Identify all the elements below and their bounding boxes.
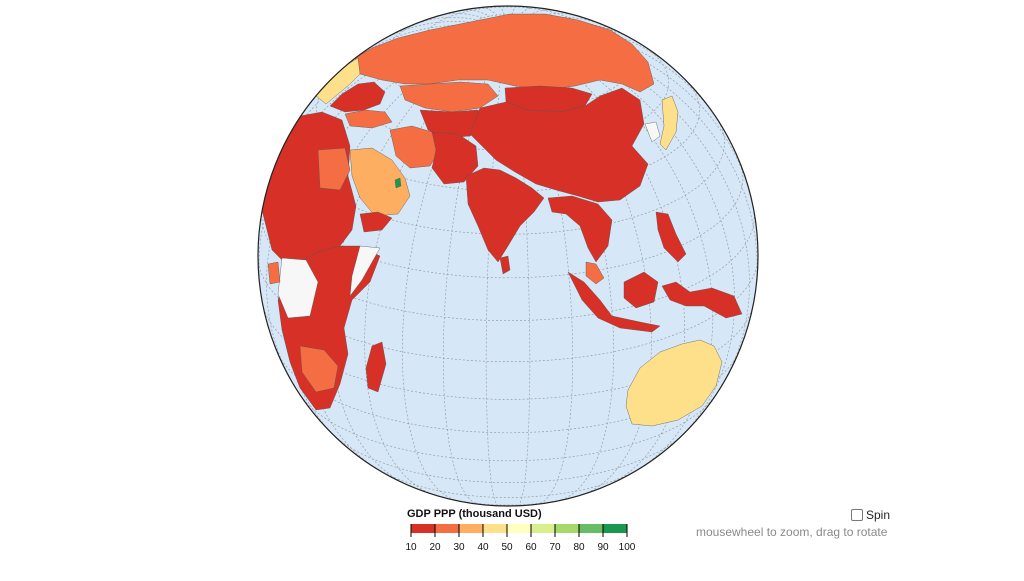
legend-tick-label: 100 — [619, 542, 636, 553]
graticule-line — [538, 45, 686, 486]
legend-swatch — [531, 524, 555, 533]
region-japan[interactable] — [659, 95, 679, 151]
graticule-line — [461, 9, 490, 17]
region-sulawesi-new-guinea[interactable] — [661, 281, 743, 319]
region-southern-africa[interactable] — [299, 345, 339, 393]
region-china[interactable] — [469, 87, 649, 203]
graticule-line — [549, 27, 718, 120]
graticule-line — [262, 304, 754, 400]
region-congo-drc[interactable] — [277, 257, 319, 319]
graticule-line — [518, 7, 535, 16]
color-legend: GDP PPP (thousand USD) 10 20 30 40 50 60 70 80 9… — [404, 508, 644, 558]
legend-swatch — [507, 524, 531, 533]
graticule-line — [300, 395, 716, 462]
spin-toggle[interactable]: Spin — [851, 508, 890, 522]
checkbox-icon[interactable] — [851, 509, 863, 521]
region-southeast-asia[interactable] — [547, 195, 613, 263]
region-malaysia[interactable] — [585, 261, 605, 285]
region-turkey[interactable] — [344, 109, 393, 129]
graticule-line — [551, 30, 752, 200]
graticule-line — [376, 468, 640, 498]
legend-swatch — [579, 524, 603, 533]
region-philippines[interactable] — [655, 211, 687, 263]
graticule-line — [526, 9, 555, 17]
legend-tick-label: 20 — [429, 542, 441, 553]
region-yemen[interactable] — [359, 211, 393, 233]
graticule-line — [334, 435, 682, 483]
region-sri-lanka[interactable] — [499, 255, 511, 275]
legend-swatch — [603, 524, 627, 533]
region-gabon[interactable] — [267, 261, 281, 285]
graticule-line — [414, 17, 478, 25]
region-eastern-europe[interactable] — [329, 81, 386, 113]
region-qatar[interactable] — [394, 177, 402, 189]
legend-swatch — [555, 524, 579, 533]
legend-tick-label: 70 — [549, 542, 561, 553]
spin-label: Spin — [866, 508, 891, 522]
region-madagascar[interactable] — [365, 341, 387, 393]
legend-scale: 10 20 30 40 50 60 70 80 90 100 — [405, 524, 636, 553]
graticule-line — [481, 7, 498, 16]
region-north-africa[interactable] — [261, 111, 357, 265]
legend-swatch — [483, 524, 507, 533]
legend-tick-label: 40 — [477, 542, 489, 553]
legend-tick-label: 50 — [501, 542, 513, 553]
legend-swatch — [459, 524, 483, 533]
region-borneo[interactable] — [623, 271, 659, 309]
graticule-line — [401, 49, 490, 502]
region-egypt-libya[interactable] — [317, 147, 351, 191]
region-somalia[interactable] — [349, 245, 381, 297]
graticule-line — [381, 21, 473, 41]
region-india[interactable] — [465, 167, 545, 263]
region-kazakhstan[interactable] — [399, 81, 499, 113]
region-korea[interactable] — [644, 121, 661, 143]
graticule-line — [532, 13, 576, 19]
legend-tick-label: 80 — [573, 542, 585, 553]
graticule-line — [436, 495, 580, 506]
region-australia[interactable] — [625, 339, 723, 427]
legend-swatch — [435, 524, 459, 533]
region-sumatra-java[interactable] — [567, 271, 661, 333]
graticule-line — [526, 49, 615, 502]
legend-title: GDP PPP (thousand USD) — [407, 508, 542, 520]
zoom-rotate-hint: mousewheel to zoom, drag to rotate — [696, 525, 888, 539]
region-russia[interactable] — [354, 13, 655, 93]
legend-tick-label: 60 — [525, 542, 537, 553]
region-saudi-arabia[interactable] — [349, 147, 411, 217]
legend-tick-label: 30 — [453, 542, 465, 553]
legend-swatch — [411, 524, 435, 533]
region-afghanistan-pakistan[interactable] — [431, 131, 479, 185]
globe-outline — [257, 5, 759, 507]
legend-tick-label: 10 — [405, 542, 417, 553]
graticule-line — [440, 13, 484, 19]
legend-tick-label: 90 — [597, 542, 609, 553]
